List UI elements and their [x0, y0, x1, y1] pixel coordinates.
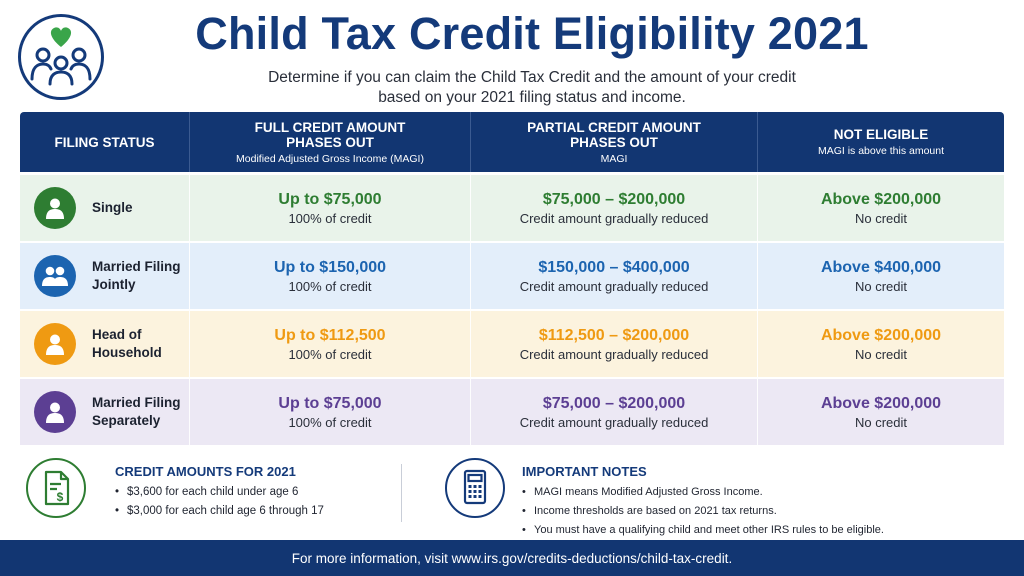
column-header-full-credit: FULL CREDIT AMOUNT PHASES OUT Modified A… — [190, 112, 471, 172]
amount-value: $150,000 – $400,000 — [538, 259, 690, 276]
full-credit-cell: Up to $75,000 100% of credit — [190, 379, 471, 445]
filing-status-cell: Married Filing Separately — [20, 379, 190, 445]
person-icon — [34, 187, 76, 229]
filing-status-label: Single — [92, 200, 133, 215]
column-header-partial-credit: PARTIAL CREDIT AMOUNT PHASES OUT MAGI — [471, 112, 758, 172]
amount-note: Credit amount gradually reduced — [519, 211, 709, 226]
not-eligible-cell: Above $200,000 No credit — [758, 311, 1004, 377]
person-icon — [34, 323, 76, 365]
filing-status-label: Head of Household — [92, 327, 162, 360]
amount-note: No credit — [854, 347, 908, 362]
svg-text:$: $ — [57, 490, 64, 504]
filing-status-cell: Single — [20, 175, 190, 241]
amount-note: 100% of credit — [288, 347, 372, 362]
column-subheading: Modified Adjusted Gross Income (MAGI) — [236, 152, 424, 165]
not-eligible-cell: Above $400,000 No credit — [758, 243, 1004, 309]
couple-icon — [34, 255, 76, 297]
amount-value: Up to $150,000 — [273, 259, 387, 276]
filing-status-label: Married Filing Separately — [92, 395, 181, 428]
amount-note: No credit — [854, 415, 908, 430]
amount-note: 100% of credit — [288, 415, 372, 430]
important-notes-list: MAGI means Modified Adjusted Gross Incom… — [522, 483, 884, 540]
document-dollar-icon: $ — [26, 458, 86, 518]
amount-value: Up to $75,000 — [278, 395, 382, 412]
filing-status-label: Married Filing Jointly — [92, 259, 181, 292]
not-eligible-cell: Above $200,000 No credit — [758, 175, 1004, 241]
credit-amounts-heading: CREDIT AMOUNTS FOR 2021 — [115, 464, 296, 479]
amount-value: Above $200,000 — [820, 191, 942, 208]
list-item: MAGI means Modified Adjusted Gross Incom… — [522, 483, 884, 502]
column-heading: FILING STATUS — [54, 134, 155, 150]
footer-banner: For more information, visit www.irs.gov/… — [0, 540, 1024, 576]
table-row: Head of Household Up to $112,500 100% of c… — [20, 311, 1004, 377]
column-heading: FULL CREDIT AMOUNT PHASES OUT — [254, 119, 406, 150]
subtitle-line-2: based on your 2021 filing status and inc… — [378, 89, 686, 106]
table-row: Married Filing Separately Up to $75,000 10… — [20, 379, 1004, 445]
amount-note: No credit — [854, 279, 908, 294]
credit-amounts-list: $3,600 for each child under age 6 $3,000… — [115, 483, 324, 521]
amount-note: Credit amount gradually reduced — [519, 415, 709, 430]
list-item: $3,000 for each child age 6 through 17 — [115, 502, 324, 521]
amount-note: 100% of credit — [288, 211, 372, 226]
table-row: Single Up to $75,000 100% of credit $75,000… — [20, 175, 1004, 241]
page-subtitle: Determine if you can claim the Child Tax… — [180, 68, 884, 108]
amount-value: Above $200,000 — [820, 327, 942, 344]
column-subheading: MAGI is above this amount — [817, 145, 945, 157]
amount-value: $75,000 – $200,000 — [542, 395, 686, 412]
info-section: $ CREDIT AMOUNTS FOR 2021 $3,600 for eac… — [0, 452, 1024, 540]
amount-value: $75,000 – $200,000 — [542, 191, 686, 208]
filing-status-cell: Head of Household — [20, 311, 190, 377]
column-heading: PARTIAL CREDIT AMOUNT PHASES OUT — [527, 119, 701, 150]
full-credit-cell: Up to $112,500 100% of credit — [190, 311, 471, 377]
person-icon — [34, 391, 76, 433]
footer-text[interactable]: For more information, visit www.irs.gov/… — [291, 550, 733, 566]
partial-credit-cell: $150,000 – $400,000 Credit amount gradual… — [471, 243, 758, 309]
amount-note: Credit amount gradually reduced — [519, 347, 709, 362]
column-header-filing-status: FILING STATUS — [20, 112, 190, 172]
amount-value: $112,500 – $200,000 — [538, 327, 690, 344]
amount-note: 100% of credit — [288, 279, 372, 294]
calculator-icon — [445, 458, 505, 518]
page-title: Child Tax Credit Eligibility 2021 — [195, 8, 869, 59]
amount-value: Above $200,000 — [820, 395, 942, 412]
amount-note: Credit amount gradually reduced — [519, 279, 709, 294]
filing-status-cell: Married Filing Jointly — [20, 243, 190, 309]
subtitle-line-1: Determine if you can claim the Child Tax… — [268, 69, 796, 86]
amount-note: No credit — [854, 211, 908, 226]
partial-credit-cell: $112,500 – $200,000 Credit amount gradual… — [471, 311, 758, 377]
partial-credit-cell: $75,000 – $200,000 Credit amount graduall… — [471, 379, 758, 445]
list-item: $3,600 for each child under age 6 — [115, 483, 324, 502]
full-credit-cell: Up to $75,000 100% of credit — [190, 175, 471, 241]
column-heading: NOT ELIGIBLE — [833, 127, 929, 142]
amount-value: Up to $112,500 — [274, 327, 386, 344]
table-row: Married Filing Jointly Up to $150,000 100%… — [20, 243, 1004, 309]
table-header: FILING STATUS FULL CREDIT AMOUNT PHASES … — [20, 112, 1004, 172]
list-item: You must have a qualifying child and mee… — [522, 521, 884, 540]
important-notes-heading: IMPORTANT NOTES — [522, 464, 647, 479]
eligibility-table: FILING STATUS FULL CREDIT AMOUNT PHASES … — [20, 112, 1004, 448]
amount-value: Above $400,000 — [820, 259, 942, 276]
amount-value: Up to $75,000 — [278, 191, 382, 208]
divider — [401, 464, 402, 522]
column-subheading: MAGI — [600, 152, 628, 165]
list-item: Income thresholds are based on 2021 tax … — [522, 502, 884, 521]
full-credit-cell: Up to $150,000 100% of credit — [190, 243, 471, 309]
not-eligible-cell: Above $200,000 No credit — [758, 379, 1004, 445]
partial-credit-cell: $75,000 – $200,000 Credit amount graduall… — [471, 175, 758, 241]
family-heart-icon — [18, 14, 104, 100]
column-header-not-eligible: NOT ELIGIBLE MAGI is above this amount — [758, 112, 1004, 172]
